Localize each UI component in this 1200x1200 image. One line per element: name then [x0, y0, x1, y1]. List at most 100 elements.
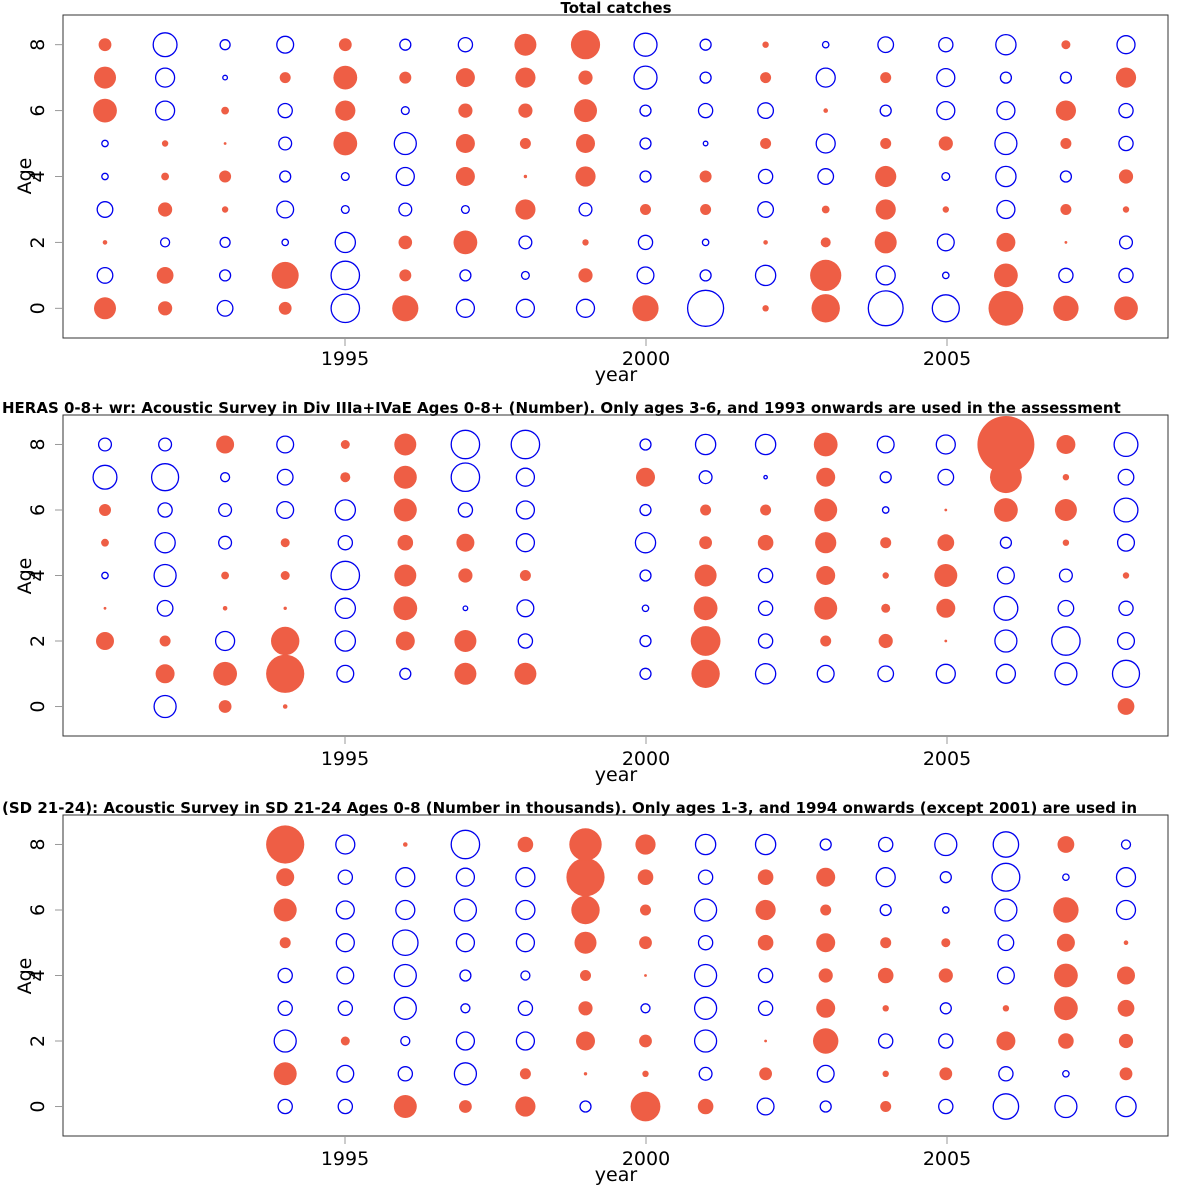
bubble-negative	[395, 867, 416, 888]
bubble-negative	[336, 664, 355, 683]
bubble-positive	[518, 103, 533, 118]
bubble-negative	[639, 667, 652, 680]
bubble-negative	[96, 201, 114, 218]
bubble-negative	[994, 898, 1018, 922]
bubble-positive	[580, 970, 591, 981]
bubble-negative	[993, 595, 1019, 621]
bubble-positive	[810, 259, 842, 291]
bubble-positive	[1056, 933, 1075, 952]
bubble-negative	[934, 832, 958, 857]
bubble-negative	[1116, 35, 1136, 55]
bubble-negative	[273, 1029, 297, 1053]
bubble-positive	[759, 1067, 772, 1081]
bubble-positive	[882, 1005, 889, 1012]
bubble-positive	[1119, 1067, 1133, 1081]
x-axis-label: year	[595, 1164, 638, 1186]
x-tick-label: 2005	[923, 1148, 971, 1170]
bubble-negative	[515, 467, 536, 487]
bubble-negative	[877, 665, 895, 683]
bubble-negative	[337, 1098, 354, 1115]
bubble-negative	[395, 899, 416, 921]
bubble-positive	[158, 202, 173, 217]
bubble-positive	[223, 142, 227, 145]
bubble-negative	[276, 468, 294, 486]
bubble-negative	[455, 1031, 476, 1051]
bubble-positive	[222, 606, 228, 611]
bubble-negative	[459, 269, 472, 282]
bubble-positive	[393, 498, 417, 522]
x-tick-label: 2000	[622, 1148, 670, 1170]
bubble-positive	[159, 635, 171, 647]
bubble-positive	[519, 1068, 531, 1080]
bubble-positive	[1060, 138, 1072, 149]
bubble-negative	[639, 137, 652, 150]
bubble-positive	[216, 435, 235, 454]
bubble-positive	[820, 635, 832, 647]
bubble-positive	[1122, 206, 1130, 213]
bubble-negative	[330, 260, 361, 291]
bubble-negative	[156, 599, 174, 617]
bubble-negative	[634, 531, 657, 554]
bubble-positive	[340, 440, 350, 449]
bubble-negative	[455, 298, 476, 318]
bubble-negative	[335, 900, 355, 920]
bubble-negative	[936, 233, 955, 252]
bubble-positive	[938, 968, 953, 983]
bubble-negative	[510, 429, 541, 460]
bubble-positive	[103, 606, 107, 610]
bubble-negative	[1059, 71, 1073, 84]
bubble-positive	[881, 603, 891, 613]
y-tick-label: 8	[27, 838, 49, 850]
bubble-negative	[819, 1100, 832, 1113]
bubble-positive	[1054, 996, 1078, 1021]
bubble-negative	[1115, 899, 1137, 921]
y-tick-label: 4	[27, 969, 49, 981]
bubble-negative	[152, 32, 178, 58]
bubble-negative	[455, 867, 476, 887]
bubble-negative	[939, 871, 952, 884]
bubble-positive	[762, 305, 769, 312]
bubble-negative	[875, 867, 896, 888]
bubble-negative	[639, 634, 652, 648]
bubble-negative	[701, 238, 710, 247]
bubble-positive	[94, 297, 116, 320]
bubble-negative	[1113, 497, 1139, 523]
bubble-negative	[158, 437, 173, 452]
bubble-positive	[1062, 539, 1070, 546]
bubble-positive	[102, 240, 108, 245]
bubble-negative	[397, 1066, 414, 1082]
bubble-positive	[1058, 1033, 1074, 1049]
bubble-negative	[879, 104, 892, 117]
bubble-negative	[101, 571, 109, 580]
bubble-negative	[277, 967, 293, 984]
bubble-positive	[815, 532, 837, 554]
bubble-positive	[459, 1100, 472, 1113]
bubble-negative	[999, 71, 1013, 84]
bubble-negative	[935, 434, 956, 455]
bubble-negative	[518, 235, 533, 250]
x-tick-label: 2000	[622, 348, 670, 370]
bubble-positive	[266, 825, 305, 864]
bubble-positive	[820, 237, 831, 248]
bubble-negative	[697, 934, 714, 951]
bubble-positive	[454, 662, 477, 685]
bubble-negative	[515, 867, 536, 888]
bubble-negative	[517, 1000, 534, 1017]
x-axis: 1995 2000 2005 year	[321, 338, 971, 386]
bubble-negative	[821, 40, 830, 49]
bubble-positive	[570, 30, 601, 60]
bubble-negative	[453, 898, 478, 922]
bubble-positive	[574, 99, 597, 123]
bubble-negative	[996, 966, 1015, 985]
bubble-negative	[702, 140, 709, 147]
bubble-positive	[811, 294, 840, 323]
bubble-negative	[516, 599, 535, 618]
bubble-positive	[988, 290, 1024, 326]
bubble-positive	[333, 131, 358, 156]
bubble-negative	[337, 869, 354, 885]
bubble-positive	[880, 1101, 892, 1112]
y-tick-label: 2	[27, 1035, 49, 1047]
bubble-negative	[699, 71, 712, 84]
bubble-negative	[992, 831, 1020, 858]
bubble-positive	[455, 167, 475, 186]
